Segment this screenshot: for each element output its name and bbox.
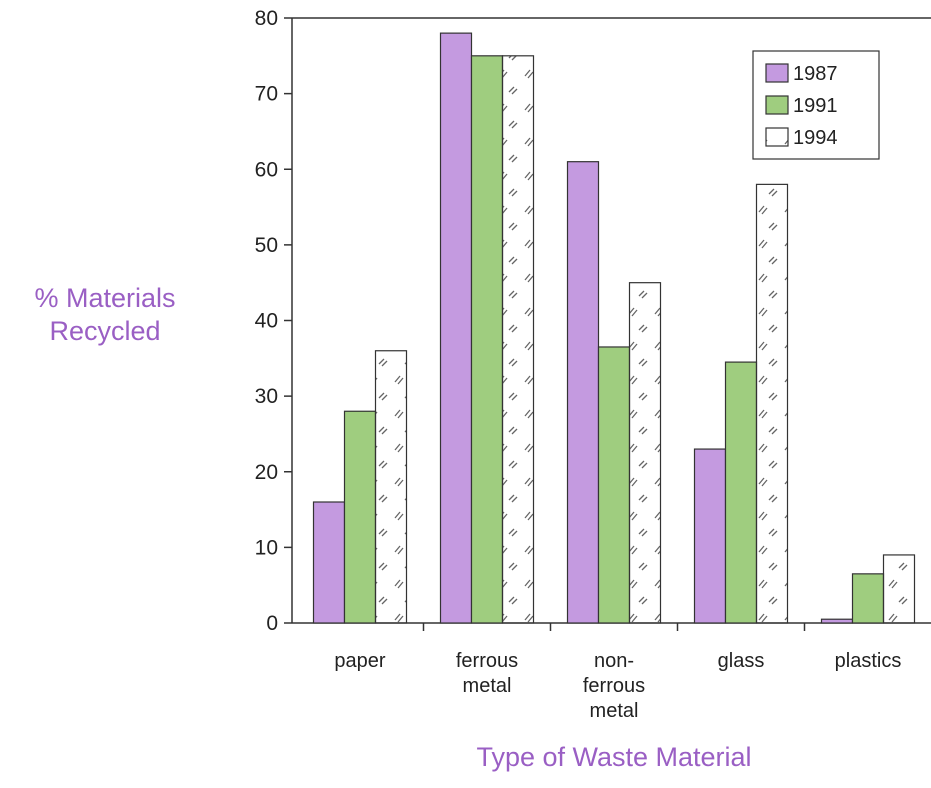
category-label-line: ferrous	[456, 650, 518, 672]
y-tick-label: 20	[255, 461, 278, 484]
x-axis-title: Type of Waste Material	[476, 742, 751, 772]
legend-swatch-1994	[765, 127, 789, 147]
y-tick-label: 60	[255, 158, 278, 181]
legend-label-1994: 1994	[793, 127, 838, 149]
bar-1991-glass	[724, 361, 758, 624]
y-axis-title-line: Recycled	[49, 316, 160, 346]
category-label: glass	[718, 650, 765, 672]
legend-label-1987: 1987	[793, 63, 838, 85]
category-label-line: plastics	[835, 650, 902, 672]
bar-1994-plastics	[882, 554, 916, 624]
bar-1991-plastics	[851, 573, 885, 624]
y-tick-label: 70	[255, 83, 278, 106]
bar-1991-paper	[343, 410, 377, 624]
y-tick-label: 10	[255, 536, 278, 559]
bar-1987-ferrous	[439, 32, 473, 624]
y-axis-title-line: % Materials	[34, 283, 175, 313]
legend-swatch-1991	[765, 95, 789, 115]
bar-1987-plastics	[820, 618, 854, 624]
bar-1991-ferrous	[470, 55, 504, 624]
bar-1987-non	[566, 161, 600, 624]
category-label-line: paper	[334, 650, 385, 672]
bar-1987-paper	[312, 501, 346, 624]
legend-swatch-1987	[765, 63, 789, 83]
y-tick-label: 30	[255, 385, 278, 408]
category-label-line: non-	[594, 650, 634, 672]
category-label: paper	[334, 650, 385, 672]
y-tick-label: 40	[255, 310, 278, 333]
y-tick-label: 50	[255, 234, 278, 257]
legend-label-1991: 1991	[793, 95, 838, 117]
y-tick-label: 0	[266, 612, 278, 635]
y-tick-label: 80	[255, 7, 278, 30]
category-label-line: ferrous	[583, 675, 645, 697]
bar-1991-non	[597, 346, 631, 624]
category-label: non-ferrous metal	[583, 650, 645, 722]
bar-1994-non	[628, 282, 662, 624]
category-label: plastics	[835, 650, 902, 672]
legend: 1987 1991 1994	[752, 50, 880, 160]
bar-1994-glass	[755, 183, 789, 624]
category-label-line: metal	[590, 700, 639, 722]
bars-layer	[312, 32, 916, 624]
category-label: ferrous metal	[456, 650, 518, 697]
category-label-line: metal	[463, 675, 512, 697]
bar-1994-ferrous	[501, 55, 535, 624]
bar-1994-paper	[374, 350, 408, 624]
bar-1987-glass	[693, 448, 727, 624]
category-label-line: glass	[718, 650, 765, 672]
y-axis-title: % Materials Recycled	[34, 283, 175, 346]
